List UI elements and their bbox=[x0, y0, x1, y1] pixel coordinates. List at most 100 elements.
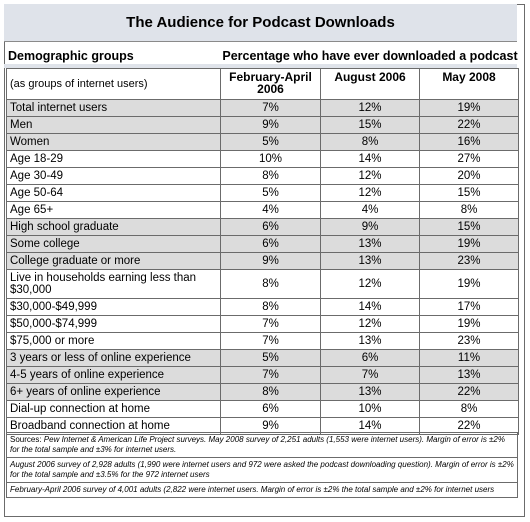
row-value: 12% bbox=[320, 184, 420, 202]
row-value: 7% bbox=[220, 99, 321, 117]
podcast-data-table: (as groups of internet users) February-A… bbox=[6, 68, 519, 435]
row-value: 10% bbox=[220, 150, 321, 168]
percentage-header: Percentage who have ever downloaded a po… bbox=[222, 49, 518, 63]
row-value: 23% bbox=[419, 252, 519, 270]
row-value: 15% bbox=[419, 184, 519, 202]
table-row: 6+ years of online experience 8% 13% 22% bbox=[6, 383, 519, 401]
row-value: 16% bbox=[419, 133, 519, 151]
row-value: 7% bbox=[220, 315, 321, 333]
table-row: 4-5 years of online experience 7% 7% 13% bbox=[6, 366, 519, 384]
row-value: 6% bbox=[320, 349, 420, 367]
row-value: 19% bbox=[419, 269, 519, 299]
table-row: Dial-up connection at home 6% 10% 8% bbox=[6, 400, 519, 418]
header-band bbox=[4, 64, 517, 68]
row-value: 7% bbox=[320, 366, 420, 384]
row-value: 12% bbox=[320, 315, 420, 333]
row-value: 17% bbox=[419, 298, 519, 316]
period-header-row: (as groups of internet users) February-A… bbox=[6, 68, 519, 100]
row-label: 4-5 years of online experience bbox=[6, 366, 221, 384]
table-row: Age 65+ 4% 4% 8% bbox=[6, 201, 519, 219]
row-value: 19% bbox=[419, 315, 519, 333]
notes-section: Sources: Pew Internet & American Life Pr… bbox=[6, 432, 518, 498]
row-label: Age 18-29 bbox=[6, 150, 221, 168]
row-value: 8% bbox=[419, 201, 519, 219]
row-label: Age 30-49 bbox=[6, 167, 221, 185]
row-value: 4% bbox=[320, 201, 420, 219]
row-value: 13% bbox=[320, 383, 420, 401]
row-value: 5% bbox=[220, 349, 321, 367]
row-label: Age 50-64 bbox=[6, 184, 221, 202]
table-row: Age 30-49 8% 12% 20% bbox=[6, 167, 519, 185]
note-sources-prefix: Sources: bbox=[10, 435, 42, 444]
subheader-label: (as groups of internet users) bbox=[6, 68, 221, 100]
table-row: Men 9% 15% 22% bbox=[6, 116, 519, 134]
row-value: 8% bbox=[220, 383, 321, 401]
row-label: Dial-up connection at home bbox=[6, 400, 221, 418]
row-value: 8% bbox=[220, 167, 321, 185]
table-row: $75,000 or more 7% 13% 23% bbox=[6, 332, 519, 350]
table-row: Age 50-64 5% 12% 15% bbox=[6, 184, 519, 202]
row-value: 9% bbox=[220, 252, 321, 270]
table-row: Broadband connection at home 9% 14% 22% bbox=[6, 417, 519, 435]
table-row: Some college 6% 13% 19% bbox=[6, 235, 519, 253]
table-row: Women 5% 8% 16% bbox=[6, 133, 519, 151]
row-value: 8% bbox=[419, 400, 519, 418]
row-value: 11% bbox=[419, 349, 519, 367]
row-label: 3 years or less of online experience bbox=[6, 349, 221, 367]
row-value: 13% bbox=[419, 366, 519, 384]
note-feb-apr-2006: February-April 2006 survey of 4,001 adul… bbox=[6, 483, 518, 498]
row-value: 5% bbox=[220, 133, 321, 151]
row-value: 22% bbox=[419, 116, 519, 134]
row-value: 9% bbox=[220, 417, 321, 435]
row-value: 19% bbox=[419, 235, 519, 253]
row-value: 12% bbox=[320, 269, 420, 299]
row-label: $30,000-$49,999 bbox=[6, 298, 221, 316]
row-value: 13% bbox=[320, 332, 420, 350]
row-label: Age 65+ bbox=[6, 201, 221, 219]
row-value: 4% bbox=[220, 201, 321, 219]
row-value: 22% bbox=[419, 383, 519, 401]
row-value: 23% bbox=[419, 332, 519, 350]
row-label: Some college bbox=[6, 235, 221, 253]
row-label: Men bbox=[6, 116, 221, 134]
row-value: 13% bbox=[320, 235, 420, 253]
table-row: $50,000-$74,999 7% 12% 19% bbox=[6, 315, 519, 333]
row-value: 7% bbox=[220, 332, 321, 350]
row-value: 19% bbox=[419, 99, 519, 117]
row-value: 15% bbox=[419, 218, 519, 236]
row-value: 14% bbox=[320, 298, 420, 316]
table-row: Live in households earning less than $30… bbox=[6, 269, 519, 299]
row-label: 6+ years of online experience bbox=[6, 383, 221, 401]
row-value: 8% bbox=[220, 298, 321, 316]
period-header-feb-apr-2006: February-April 2006 bbox=[220, 68, 321, 100]
row-value: 8% bbox=[220, 269, 321, 299]
row-label: $50,000-$74,999 bbox=[6, 315, 221, 333]
row-value: 27% bbox=[419, 150, 519, 168]
row-value: 12% bbox=[320, 167, 420, 185]
row-value: 6% bbox=[220, 235, 321, 253]
period-header-aug-2006: August 2006 bbox=[320, 68, 420, 100]
row-value: 6% bbox=[220, 400, 321, 418]
row-value: 6% bbox=[220, 218, 321, 236]
note-august-2006: August 2006 survey of 2,928 adults (1,99… bbox=[6, 458, 518, 483]
demographic-groups-header: Demographic groups bbox=[8, 49, 134, 63]
table-row: $30,000-$49,999 8% 14% 17% bbox=[6, 298, 519, 316]
row-label: High school graduate bbox=[6, 218, 221, 236]
row-label: Total internet users bbox=[6, 99, 221, 117]
row-value: 12% bbox=[320, 99, 420, 117]
row-value: 9% bbox=[320, 218, 420, 236]
row-value: 5% bbox=[220, 184, 321, 202]
row-value: 15% bbox=[320, 116, 420, 134]
row-value: 7% bbox=[220, 366, 321, 384]
table-row: Total internet users 7% 12% 19% bbox=[6, 99, 519, 117]
table-row: Age 18-29 10% 14% 27% bbox=[6, 150, 519, 168]
note-sources: Sources: Pew Internet & American Life Pr… bbox=[6, 432, 518, 458]
period-header-may-2008: May 2008 bbox=[419, 68, 519, 100]
row-value: 14% bbox=[320, 150, 420, 168]
row-value: 14% bbox=[320, 417, 420, 435]
row-label: Live in households earning less than $30… bbox=[6, 269, 221, 299]
row-label: College graduate or more bbox=[6, 252, 221, 270]
row-value: 13% bbox=[320, 252, 420, 270]
row-value: 22% bbox=[419, 417, 519, 435]
row-value: 8% bbox=[320, 133, 420, 151]
